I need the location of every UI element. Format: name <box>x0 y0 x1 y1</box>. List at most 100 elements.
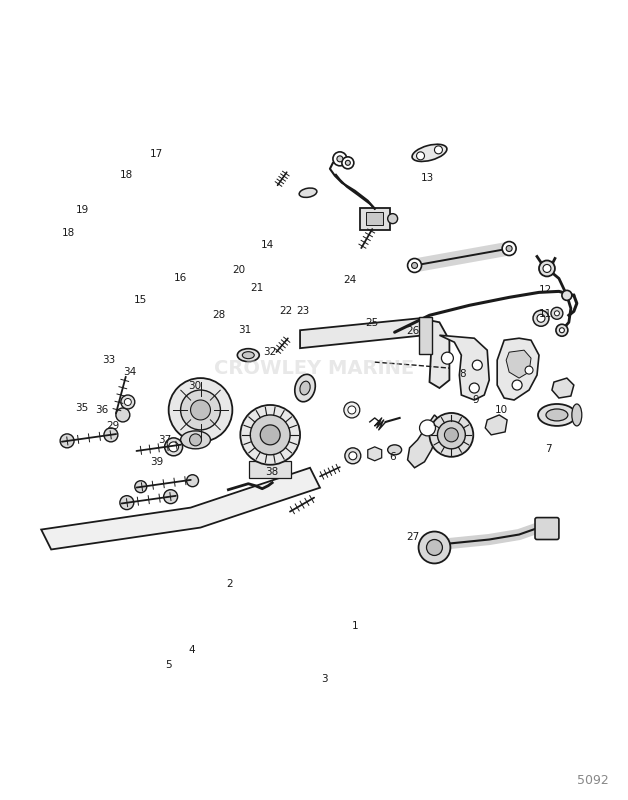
Circle shape <box>543 265 551 273</box>
Text: 36: 36 <box>95 406 108 415</box>
Text: 18: 18 <box>120 170 133 180</box>
Ellipse shape <box>295 374 315 402</box>
Circle shape <box>187 474 198 486</box>
Polygon shape <box>440 335 489 400</box>
Circle shape <box>441 352 453 364</box>
Circle shape <box>472 360 482 370</box>
Circle shape <box>190 400 210 420</box>
Circle shape <box>533 310 549 326</box>
Circle shape <box>241 405 300 465</box>
Circle shape <box>525 366 533 374</box>
Ellipse shape <box>412 144 447 162</box>
Text: 37: 37 <box>159 435 172 445</box>
Circle shape <box>560 328 565 333</box>
Circle shape <box>337 156 343 162</box>
Circle shape <box>435 146 443 154</box>
Text: 14: 14 <box>261 240 274 250</box>
Text: 39: 39 <box>150 457 163 467</box>
Circle shape <box>342 157 354 169</box>
Text: 26: 26 <box>406 326 420 336</box>
Text: 15: 15 <box>134 295 147 306</box>
Circle shape <box>344 402 360 418</box>
Text: 18: 18 <box>62 227 75 238</box>
Circle shape <box>537 314 545 322</box>
Text: 6: 6 <box>389 452 396 462</box>
Circle shape <box>121 395 135 409</box>
Circle shape <box>345 448 361 464</box>
Text: 35: 35 <box>75 403 88 413</box>
Circle shape <box>349 452 357 460</box>
Polygon shape <box>300 318 450 388</box>
Text: 22: 22 <box>279 306 293 316</box>
Text: 28: 28 <box>212 310 225 320</box>
Text: 17: 17 <box>150 150 163 159</box>
Text: 30: 30 <box>188 382 202 391</box>
Text: 10: 10 <box>495 406 508 415</box>
Text: 34: 34 <box>123 367 136 377</box>
Circle shape <box>411 262 418 269</box>
Text: 33: 33 <box>102 355 116 365</box>
Circle shape <box>418 531 450 563</box>
Polygon shape <box>552 378 574 398</box>
Text: 19: 19 <box>76 206 89 215</box>
Text: 38: 38 <box>265 466 278 477</box>
Circle shape <box>469 383 479 393</box>
Circle shape <box>506 246 512 251</box>
FancyBboxPatch shape <box>360 208 389 230</box>
Circle shape <box>165 438 183 456</box>
Circle shape <box>251 415 290 455</box>
Text: 31: 31 <box>239 325 252 335</box>
Circle shape <box>164 490 178 504</box>
Text: 8: 8 <box>460 370 466 379</box>
Text: 4: 4 <box>189 645 195 654</box>
Text: CROWLEY MARINE: CROWLEY MARINE <box>214 358 414 378</box>
Circle shape <box>551 307 563 319</box>
Text: 9: 9 <box>472 395 479 405</box>
Polygon shape <box>485 415 507 435</box>
Circle shape <box>60 434 74 448</box>
Ellipse shape <box>242 352 254 358</box>
Text: 2: 2 <box>226 579 233 589</box>
Circle shape <box>181 390 220 430</box>
Text: 12: 12 <box>539 285 552 295</box>
Text: 16: 16 <box>174 273 187 283</box>
Text: 29: 29 <box>106 422 119 431</box>
Circle shape <box>430 413 474 457</box>
Text: 20: 20 <box>232 265 246 275</box>
Circle shape <box>539 261 555 277</box>
Circle shape <box>445 428 458 442</box>
Ellipse shape <box>300 381 310 395</box>
FancyBboxPatch shape <box>366 212 383 225</box>
Polygon shape <box>506 350 531 378</box>
Text: 24: 24 <box>344 275 357 286</box>
Circle shape <box>562 290 572 300</box>
Circle shape <box>169 378 232 442</box>
Ellipse shape <box>299 188 317 198</box>
Circle shape <box>124 398 131 406</box>
Circle shape <box>420 420 435 436</box>
Text: 1: 1 <box>351 621 358 630</box>
Circle shape <box>438 421 465 449</box>
FancyBboxPatch shape <box>249 461 291 478</box>
Text: 5092: 5092 <box>577 774 609 786</box>
Circle shape <box>345 160 350 166</box>
Polygon shape <box>408 415 440 468</box>
Text: 27: 27 <box>406 532 420 542</box>
Ellipse shape <box>538 404 576 426</box>
Circle shape <box>135 481 147 493</box>
Circle shape <box>260 425 280 445</box>
Ellipse shape <box>572 404 582 426</box>
Circle shape <box>116 408 130 422</box>
FancyBboxPatch shape <box>535 518 559 539</box>
Text: 21: 21 <box>250 283 263 294</box>
Polygon shape <box>368 447 382 461</box>
Circle shape <box>333 152 347 166</box>
Polygon shape <box>41 468 320 550</box>
Text: 23: 23 <box>296 306 310 316</box>
Polygon shape <box>497 338 539 400</box>
Circle shape <box>555 311 560 316</box>
Text: 3: 3 <box>321 674 327 684</box>
Ellipse shape <box>181 431 210 449</box>
Text: 11: 11 <box>539 309 552 319</box>
FancyBboxPatch shape <box>418 318 433 354</box>
